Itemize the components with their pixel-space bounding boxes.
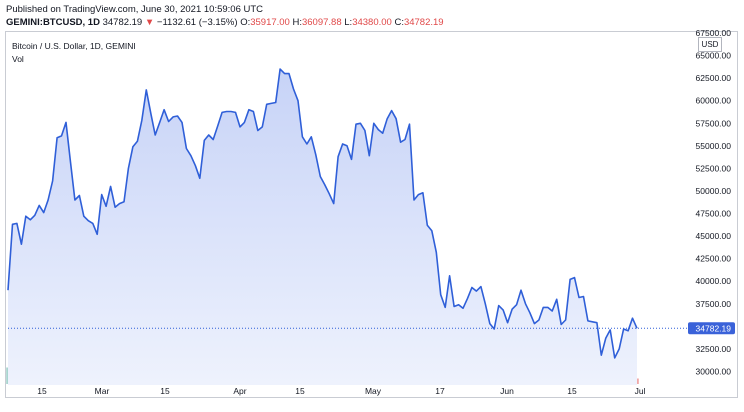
x-tick-label: Mar — [95, 386, 110, 396]
last-price-label: 34782.19 — [688, 322, 735, 335]
last-price: 34782.19 — [102, 17, 143, 28]
high-value: 36097.88 — [301, 17, 342, 28]
x-tick-label: Jun — [500, 386, 514, 396]
high-label: H: — [292, 17, 302, 28]
open-value: 35917.00 — [250, 17, 290, 28]
time-axis[interactable]: 15 Mar 15 Apr 15 May 17 Jun 15 Jul — [37, 386, 645, 396]
x-tick-label: Apr — [233, 386, 246, 396]
y-tick-label: 60000.00 — [696, 96, 732, 106]
volume-bar — [6, 367, 10, 384]
symbol-ohlc-line: GEMINI:BTCUSD, 1D 34782.19 ▼ −1132.61 (−… — [6, 17, 444, 28]
low-value: 34380.00 — [352, 17, 392, 28]
price-line — [7, 68, 638, 359]
y-tick-label: 67500.00 — [696, 28, 732, 38]
y-tick-label: 50000.00 — [696, 186, 732, 196]
last-price-label-text: 34782.19 — [696, 323, 732, 333]
down-arrow-icon: ▼ — [144, 17, 155, 28]
y-tick-label: 62500.00 — [696, 73, 732, 83]
x-tick-label: 15 — [37, 386, 47, 396]
x-tick-label: 17 — [435, 386, 445, 396]
low-label: L: — [344, 17, 353, 28]
x-tick-label: Jul — [635, 386, 646, 396]
currency-label[interactable]: USD — [698, 37, 722, 52]
x-tick-label: May — [365, 386, 382, 396]
x-tick-label: 15 — [160, 386, 170, 396]
ticker-label: GEMINI:BTCUSD, 1D — [6, 17, 100, 28]
volume-legend: Vol — [12, 54, 24, 64]
y-tick-label: 37500.00 — [696, 299, 732, 309]
y-tick-label: 30000.00 — [696, 367, 732, 377]
bottom-strip — [0, 398, 744, 412]
published-line: Published on TradingView.com, June 30, 2… — [6, 4, 264, 15]
y-tick-label: 40000.00 — [696, 276, 732, 286]
y-tick-label: 52500.00 — [696, 163, 732, 173]
y-tick-label: 55000.00 — [696, 141, 732, 151]
y-tick-label: 57500.00 — [696, 118, 732, 128]
close-value: 34782.19 — [403, 17, 444, 28]
y-tick-label: 65000.00 — [696, 51, 732, 61]
close-label: C: — [394, 17, 404, 28]
price-area-fill — [8, 69, 637, 385]
y-tick-label: 42500.00 — [696, 254, 732, 264]
y-tick-label: 47500.00 — [696, 209, 732, 219]
chart-legend: Bitcoin / U.S. Dollar, 1D, GEMINI Vol — [12, 40, 136, 66]
series-title: Bitcoin / U.S. Dollar, 1D, GEMINI — [12, 41, 136, 51]
x-tick-label: 15 — [295, 386, 305, 396]
open-label: O: — [240, 17, 251, 28]
price-change: −1132.61 (−3.15%) — [156, 17, 238, 28]
x-tick-label: 15 — [567, 386, 577, 396]
y-tick-label: 45000.00 — [696, 231, 732, 241]
y-tick-label: 32500.00 — [696, 344, 732, 354]
